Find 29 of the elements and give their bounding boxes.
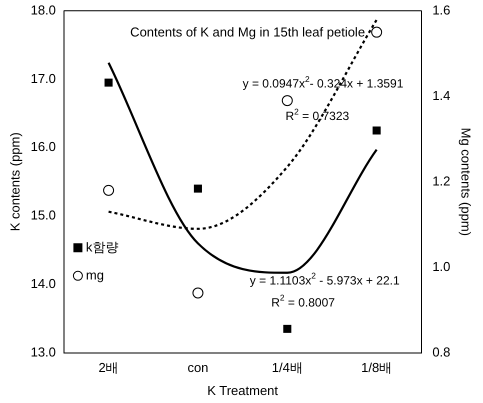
point [104, 78, 113, 87]
y-tick-label: 18.0 [30, 2, 56, 18]
y-tick-label: 16.0 [30, 139, 56, 154]
y-tick-label: 14.0 [30, 276, 56, 291]
y-tick-label: 13.0 [30, 344, 56, 360]
point [372, 126, 381, 135]
point [194, 184, 202, 193]
point [192, 287, 204, 298]
point [283, 324, 292, 333]
x-tick-label: 1/4배 [272, 360, 303, 376]
x-tick-label: 1/8배 [361, 360, 392, 376]
y2-tick-label: 1.0 [432, 258, 450, 274]
y2-tick-label: 1.6 [432, 2, 450, 18]
y2-tick-label: 0.8 [432, 344, 450, 360]
y-tick-label: 17.0 [30, 70, 56, 86]
y-axis-title: K contents (ppm) [7, 132, 22, 232]
x-tick-label: con [187, 360, 208, 376]
y-tick-label: 15.0 [30, 208, 56, 223]
legend-label: mg [86, 267, 104, 282]
x-tick-label: 2배 [98, 360, 119, 376]
point [103, 184, 114, 196]
y2-tick-label: 1.4 [432, 88, 450, 103]
y2-tick-label: 1.2 [432, 173, 450, 188]
legend-label: k함량 [86, 239, 118, 254]
x-axis-title: K Treatment [207, 382, 278, 398]
y2-axis-title: Mg contents (ppm) [458, 128, 474, 236]
point [282, 95, 293, 106]
text: Contents of K and Mg in 15th leaf petiole [130, 24, 366, 40]
point [371, 26, 382, 38]
